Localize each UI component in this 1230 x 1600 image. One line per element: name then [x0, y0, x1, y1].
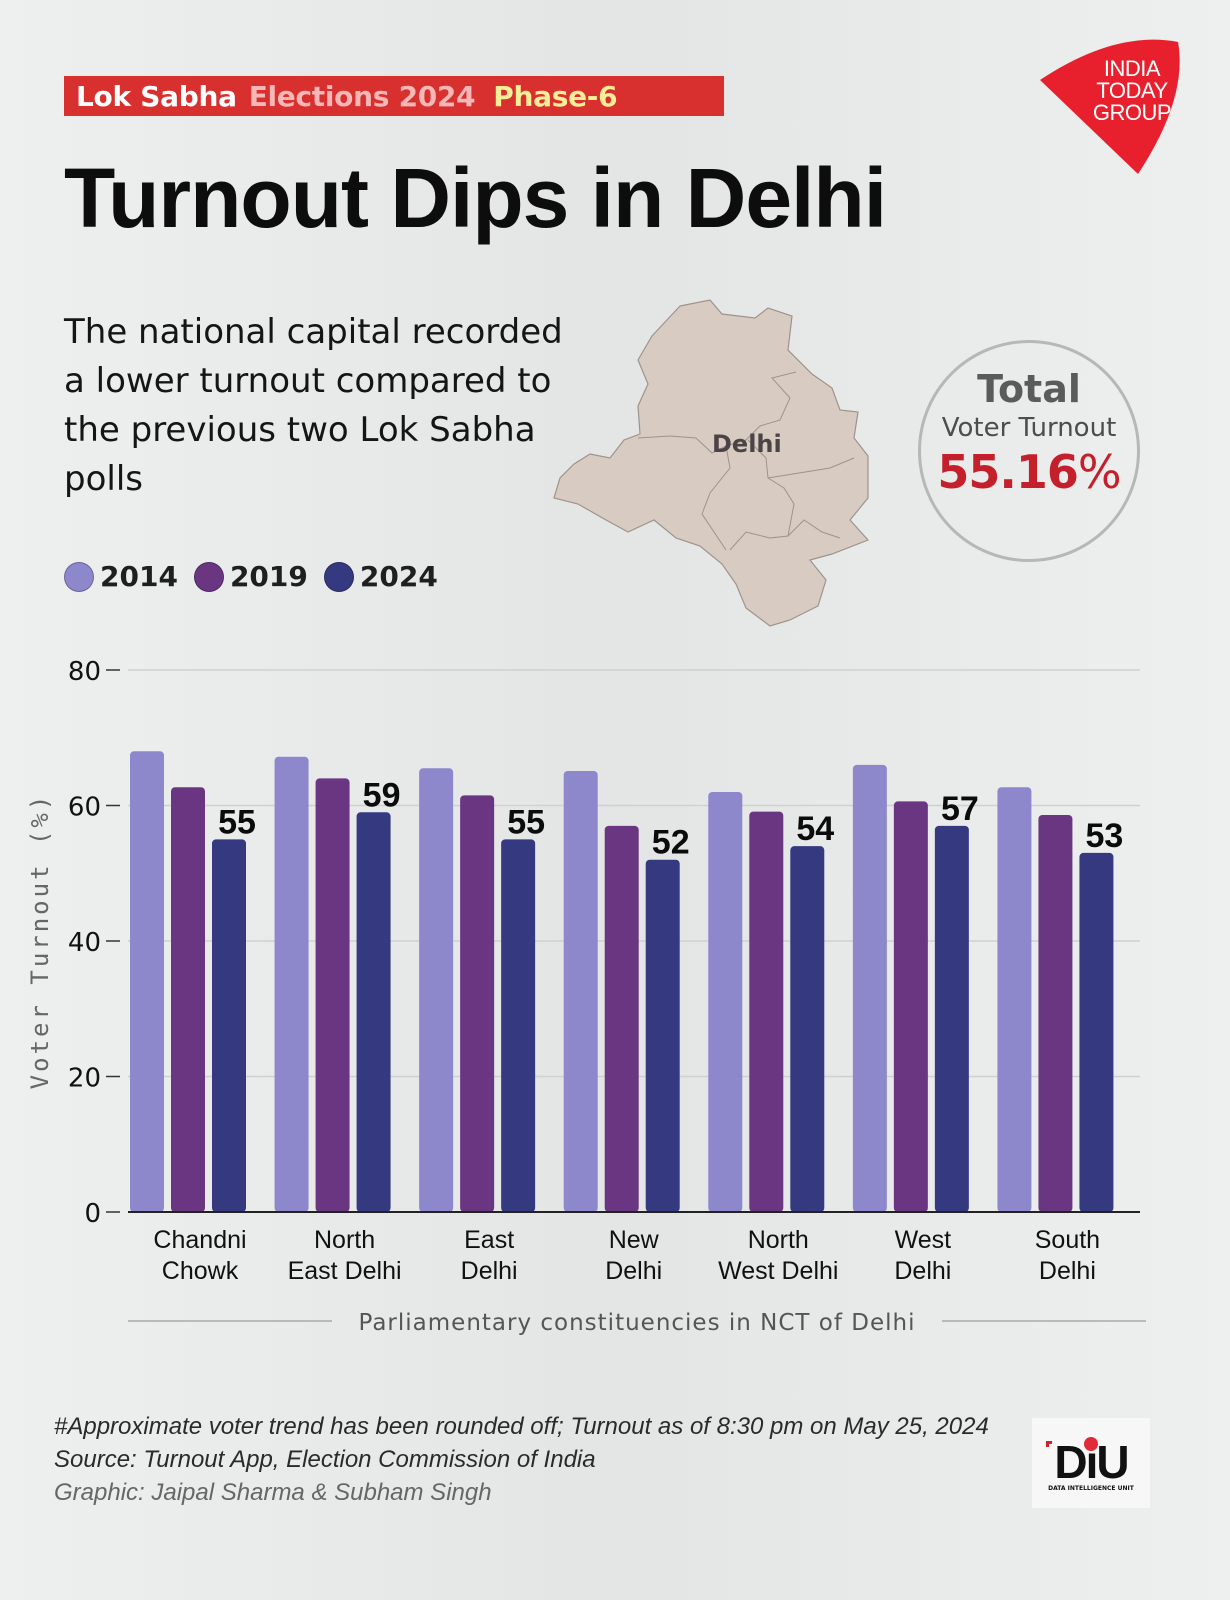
tag-phase: Phase-6 — [493, 79, 618, 113]
data-label: 57 — [941, 790, 979, 828]
bar-2024 — [356, 812, 391, 1212]
diu-logo-mark: DiU — [1046, 1435, 1130, 1489]
bar-2014 — [274, 756, 309, 1212]
diu-logo-subtitle: DATA INTELLIGENCE UNIT — [1048, 1484, 1134, 1492]
bar-2014 — [419, 768, 454, 1212]
total-turnout-badge: Total Voter Turnout 55.16% — [918, 340, 1140, 562]
diu-dot-icon — [1084, 1436, 1099, 1451]
y-tick-label: 80 — [68, 657, 101, 687]
tag-elections: Elections 2024 — [248, 79, 476, 113]
x-tick-label: New — [609, 1226, 660, 1254]
bar-2024 — [212, 839, 246, 1212]
bar-2014 — [563, 770, 598, 1212]
data-label: 55 — [218, 803, 256, 841]
x-tick-label: Chandni — [153, 1226, 246, 1254]
subtitle: The national capital recorded a lower tu… — [64, 312, 563, 499]
y-tick-label: 0 — [84, 1199, 101, 1229]
bar-2024 — [1079, 852, 1114, 1212]
tag-lok-sabha: Lok Sabha — [76, 79, 237, 113]
bar-2019 — [315, 778, 350, 1212]
x-tick-label: West — [895, 1226, 952, 1254]
bar-2019 — [749, 811, 784, 1212]
total-value: 55.16% — [937, 445, 1121, 499]
data-label: 59 — [363, 776, 401, 814]
footer-note: #Approximate voter trend has been rounde… — [54, 1413, 989, 1440]
bar-2024 — [645, 859, 680, 1212]
map-label-delhi: Delhi — [712, 430, 782, 458]
bar-2024 — [790, 846, 825, 1212]
election-tag-banner: Lok Sabha Elections 2024 Phase-6 — [64, 76, 724, 116]
bar-2019 — [893, 801, 928, 1212]
bar-2014 — [997, 787, 1032, 1212]
x-tick-label: West Delhi — [718, 1257, 838, 1285]
legend-swatch-2024 — [323, 561, 354, 592]
bar-2019 — [604, 825, 639, 1212]
x-tick-label: Delhi — [1039, 1257, 1096, 1285]
x-axis-label: Parliamentary constituencies in NCT of D… — [359, 1310, 916, 1336]
x-tick-label: Delhi — [461, 1257, 518, 1285]
turnout-bar-chart: 0 20 40 60 80 Voter Turnout (%) 55 Chandni Chowk… — [26, 657, 1146, 1336]
bar-2014 — [852, 764, 887, 1212]
y-tick-label: 60 — [68, 793, 101, 823]
footer-source: Source: Turnout App, Election Commission… — [54, 1446, 596, 1473]
data-label: 52 — [652, 824, 690, 862]
x-tick-label: East Delhi — [288, 1257, 402, 1285]
footer-notes: #Approximate voter trend has been rounde… — [54, 1410, 989, 1509]
data-label: 53 — [1086, 817, 1124, 855]
delhi-map-icon — [553, 299, 870, 627]
total-label: Voter Turnout — [941, 413, 1117, 443]
legend-item-2019: 2019 — [193, 560, 308, 593]
y-axis-label: Voter Turnout (%) — [26, 793, 54, 1090]
data-label: 54 — [796, 810, 834, 848]
bar-2014 — [130, 751, 164, 1212]
footer-credit: Graphic: Jaipal Sharma & Subham Singh — [54, 1479, 492, 1506]
total-heading: Total — [977, 367, 1081, 411]
diu-bracket-icon — [1046, 1440, 1053, 1447]
india-today-logo-icon — [1040, 39, 1180, 175]
page-title: Turnout Dips in Delhi — [64, 151, 887, 245]
legend-swatch-2019 — [193, 561, 224, 592]
bar-2019 — [1038, 814, 1073, 1212]
chart-legend: 2014 2019 2024 — [64, 560, 454, 593]
x-tick-label: East — [464, 1226, 514, 1254]
x-tick-label: South — [1035, 1226, 1100, 1254]
data-label: 55 — [507, 803, 545, 841]
diu-logo: DiU DATA INTELLIGENCE UNIT — [1032, 1418, 1150, 1508]
legend-item-2024: 2024 — [323, 560, 438, 593]
x-tick-label: North — [314, 1226, 375, 1254]
india-today-logo-text: INDIA TODAY GROUP — [1092, 56, 1172, 125]
bar-2019 — [460, 795, 495, 1212]
legend-item-2014: 2014 — [64, 560, 178, 593]
bar-2014 — [708, 791, 743, 1212]
x-tick-label: North — [748, 1226, 809, 1254]
x-tick-label: Delhi — [605, 1257, 662, 1285]
bar-2024 — [501, 839, 536, 1212]
x-tick-label: Delhi — [894, 1257, 951, 1285]
y-tick-label: 20 — [68, 1064, 101, 1094]
y-tick-label: 40 — [68, 928, 101, 958]
x-tick-label: Chowk — [162, 1257, 239, 1285]
bar-2019 — [171, 787, 205, 1212]
legend-swatch-2014 — [64, 561, 94, 592]
bar-2024 — [934, 825, 969, 1212]
